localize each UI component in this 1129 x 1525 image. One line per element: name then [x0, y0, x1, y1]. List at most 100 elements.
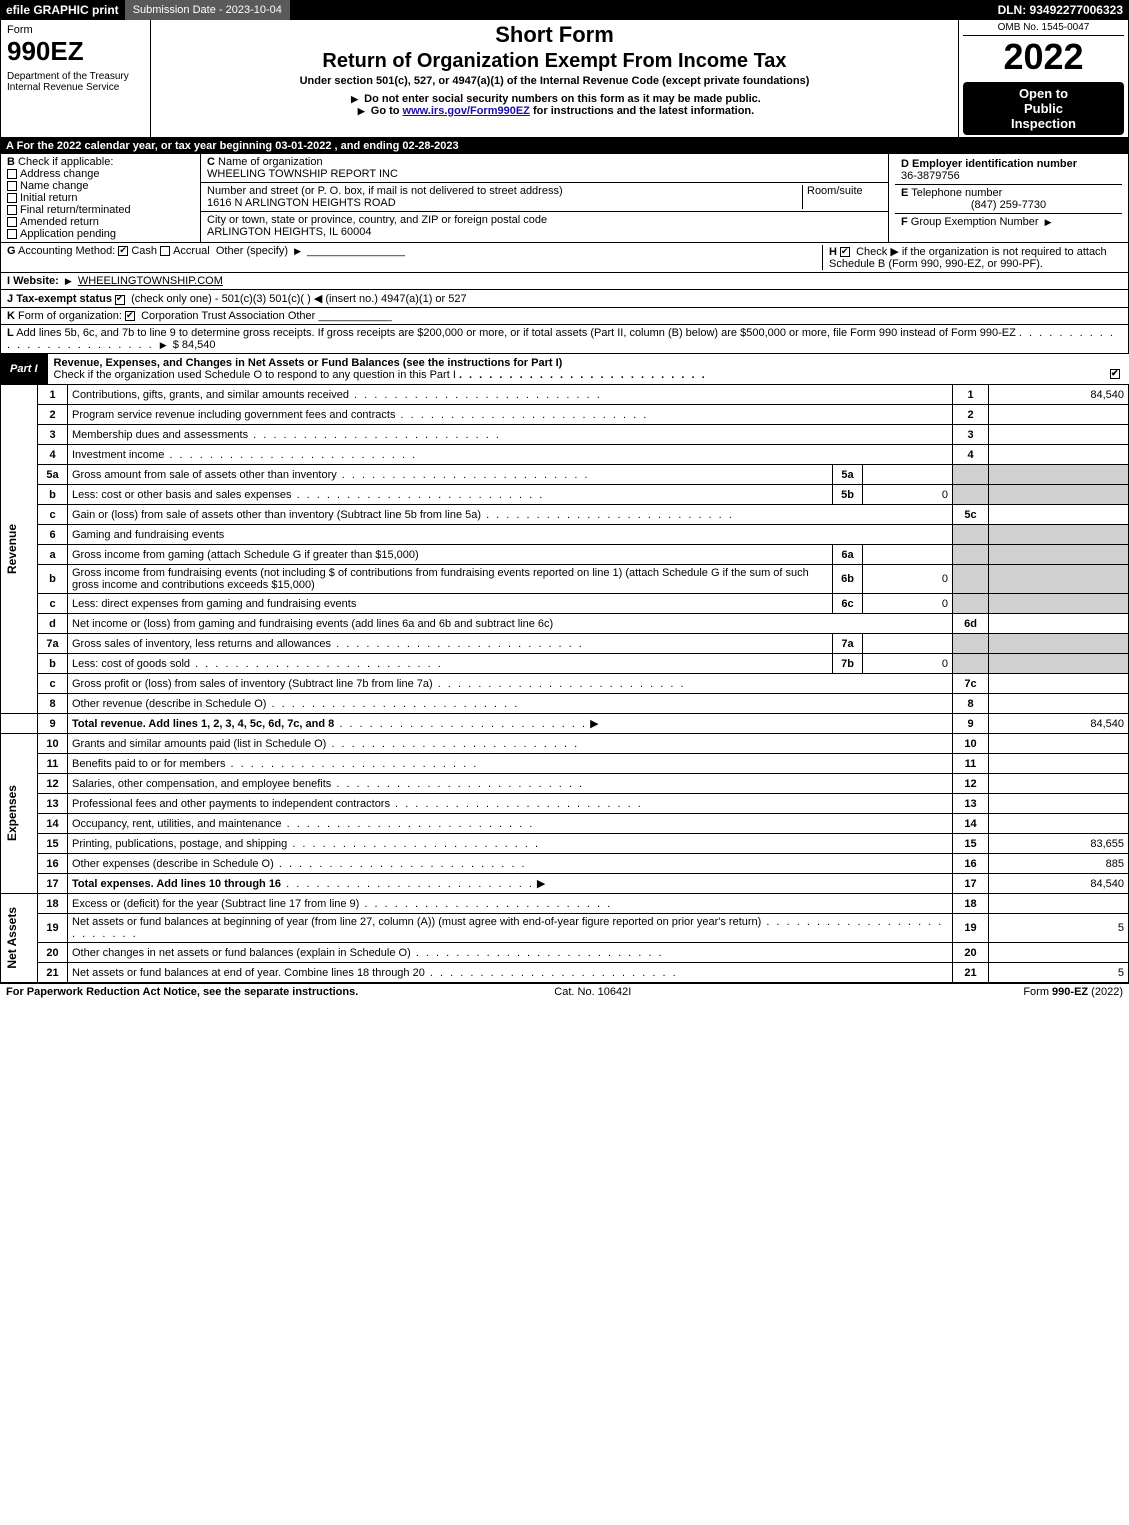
checkbox-cash[interactable] — [118, 246, 128, 256]
amt-15: 83,655 — [989, 834, 1129, 854]
form-header: Form 990EZ Department of the Treasury In… — [0, 20, 1129, 138]
amt-7a-shade — [989, 634, 1129, 654]
f-label: Group Exemption Number — [911, 216, 1039, 228]
amt-9: 84,540 — [989, 714, 1129, 734]
header-left: Form 990EZ Department of the Treasury In… — [1, 20, 151, 137]
desc-8: Other revenue (describe in Schedule O) — [72, 698, 266, 710]
footer-left: For Paperwork Reduction Act Notice, see … — [6, 986, 358, 998]
mini-7b: 7b — [833, 654, 863, 674]
mini-7a: 7a — [833, 634, 863, 654]
amt-7b-shade — [989, 654, 1129, 674]
section-a-bar: A For the 2022 calendar year, or tax yea… — [0, 138, 1129, 154]
table-row: 6 Gaming and fundraising events — [1, 525, 1129, 545]
mini-5b: 5b — [833, 485, 863, 505]
g-accrual: Accrual — [173, 245, 210, 257]
irs-link[interactable]: www.irs.gov/Form990EZ — [403, 105, 530, 117]
num-5a-shade — [953, 465, 989, 485]
mini-6a: 6a — [833, 545, 863, 565]
table-row: 7a Gross sales of inventory, less return… — [1, 634, 1129, 654]
city-value: ARLINGTON HEIGHTS, IL 60004 — [207, 226, 371, 238]
table-row: c Gain or (loss) from sale of assets oth… — [1, 505, 1129, 525]
num-8: 8 — [953, 694, 989, 714]
desc-14: Occupancy, rent, utilities, and maintena… — [72, 818, 282, 830]
col-c: C Name of organization WHEELING TOWNSHIP… — [201, 154, 888, 242]
ln-7b: b — [38, 654, 68, 674]
desc-3: Membership dues and assessments — [72, 429, 248, 441]
num-5c: 5c — [953, 505, 989, 525]
checkbox-501c3[interactable] — [115, 295, 125, 305]
opt-application-pending: Application pending — [20, 228, 116, 240]
num-5b-shade — [953, 485, 989, 505]
desc-5c: Gain or (loss) from sale of assets other… — [72, 509, 481, 521]
room-label: Room/suite — [807, 185, 863, 197]
amt-4 — [989, 445, 1129, 465]
desc-11: Benefits paid to or for members — [72, 758, 225, 770]
street-label: Number and street (or P. O. box, if mail… — [207, 185, 563, 197]
form-word: Form — [7, 24, 144, 36]
miniv-6a — [863, 545, 953, 565]
desc-12: Salaries, other compensation, and employ… — [72, 778, 331, 790]
checkbox-corporation[interactable] — [125, 311, 135, 321]
part1-sub: Check if the organization used Schedule … — [54, 369, 456, 381]
section-a-text: For the 2022 calendar year, or tax year … — [17, 140, 459, 152]
table-row: b Less: cost of goods sold 7b 0 — [1, 654, 1129, 674]
d-label: Employer identification number — [912, 158, 1077, 170]
amt-5c — [989, 505, 1129, 525]
part1-table: Revenue 1 Contributions, gifts, grants, … — [0, 384, 1129, 983]
ln-5b: b — [38, 485, 68, 505]
checkbox-final-return[interactable] — [7, 205, 17, 215]
desc-6c: Less: direct expenses from gaming and fu… — [72, 598, 356, 610]
j-label: Tax-exempt status — [16, 293, 112, 305]
table-row: Expenses 10 Grants and similar amounts p… — [1, 734, 1129, 754]
opt-initial-return: Initial return — [20, 192, 77, 204]
checkbox-name-change[interactable] — [7, 181, 17, 191]
checkbox-initial-return[interactable] — [7, 193, 17, 203]
efile-print[interactable]: efile GRAPHIC print — [0, 3, 125, 17]
checkbox-address-change[interactable] — [7, 169, 17, 179]
num-6-shade — [953, 525, 989, 545]
l-amount: $ 84,540 — [173, 339, 216, 351]
open-line3: Inspection — [969, 116, 1118, 131]
ln-5c: c — [38, 505, 68, 525]
row-i: I Website: WHEELINGTOWNSHIP.COM — [0, 273, 1129, 290]
header-right: OMB No. 1545-0047 2022 Open to Public In… — [958, 20, 1128, 137]
num-10: 10 — [953, 734, 989, 754]
opt-name-change: Name change — [20, 180, 89, 192]
checkbox-h[interactable] — [840, 247, 850, 257]
miniv-5a — [863, 465, 953, 485]
amt-14 — [989, 814, 1129, 834]
desc-21: Net assets or fund balances at end of ye… — [72, 967, 425, 979]
checkbox-application-pending[interactable] — [7, 229, 17, 239]
num-2: 2 — [953, 405, 989, 425]
k-opts: Corporation Trust Association Other — [141, 310, 315, 322]
table-row: d Net income or (loss) from gaming and f… — [1, 614, 1129, 634]
ln-19: 19 — [38, 914, 68, 943]
desc-16: Other expenses (describe in Schedule O) — [72, 858, 274, 870]
desc-7c: Gross profit or (loss) from sales of inv… — [72, 678, 433, 690]
num-7b-shade — [953, 654, 989, 674]
checkbox-schedule-o[interactable] — [1110, 369, 1120, 379]
header-mid: Short Form Return of Organization Exempt… — [151, 20, 958, 137]
desc-1: Contributions, gifts, grants, and simila… — [72, 389, 349, 401]
table-row: 2 Program service revenue including gove… — [1, 405, 1129, 425]
desc-7a: Gross sales of inventory, less returns a… — [72, 638, 331, 650]
g-label: Accounting Method: — [18, 245, 115, 257]
table-row: a Gross income from gaming (attach Sched… — [1, 545, 1129, 565]
amt-5b-shade — [989, 485, 1129, 505]
ssn-note-text: Do not enter social security numbers on … — [364, 93, 761, 105]
amt-21: 5 — [989, 963, 1129, 983]
phone-value: (847) 259-7730 — [901, 199, 1116, 211]
table-row: 15 Printing, publications, postage, and … — [1, 834, 1129, 854]
checkbox-amended-return[interactable] — [7, 217, 17, 227]
c-label: Name of organization — [218, 156, 323, 168]
part1-tab: Part I — [0, 360, 48, 378]
checkbox-accrual[interactable] — [160, 246, 170, 256]
desc-13: Professional fees and other payments to … — [72, 798, 390, 810]
table-row: b Gross income from fundraising events (… — [1, 565, 1129, 594]
footer: For Paperwork Reduction Act Notice, see … — [0, 983, 1129, 1000]
website-value[interactable]: WHEELINGTOWNSHIP.COM — [78, 275, 223, 287]
table-row: 3 Membership dues and assessments 3 — [1, 425, 1129, 445]
table-row: 17 Total expenses. Add lines 10 through … — [1, 874, 1129, 894]
ln-2: 2 — [38, 405, 68, 425]
table-row: b Less: cost or other basis and sales ex… — [1, 485, 1129, 505]
